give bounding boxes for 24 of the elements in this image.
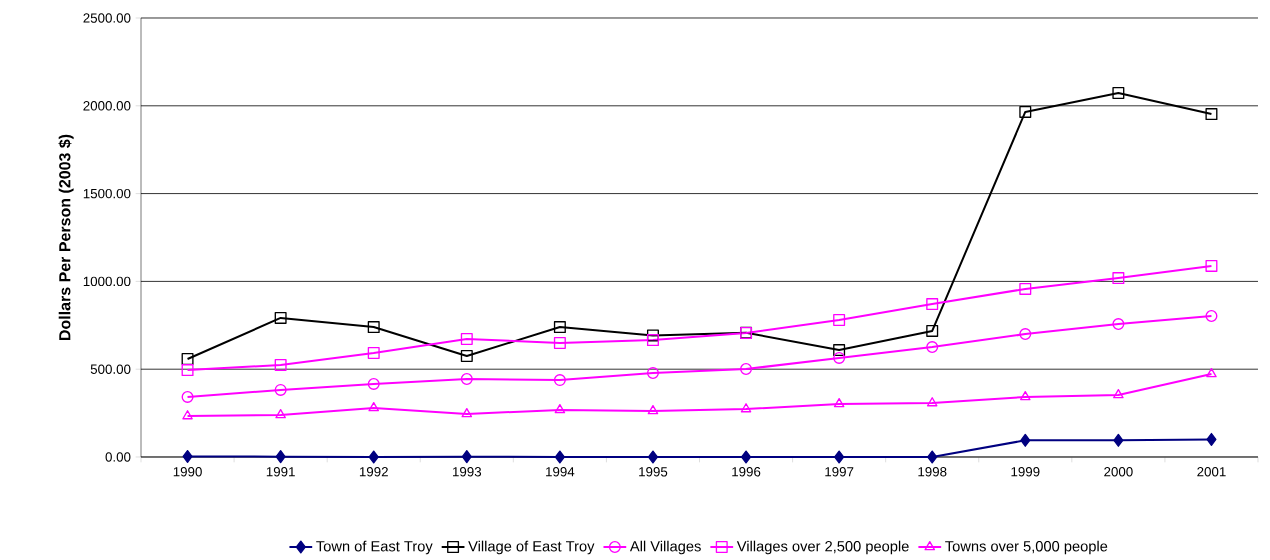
x-tick-label: 1994 [546,467,575,477]
y-tick-label: 2500.00 [83,13,131,23]
legend-label: Villages over 2,500 people [736,540,909,555]
legend-label: Towns over 5,000 people [945,540,1108,555]
y-axis-title: Dollars Per Person (2003 $) [58,134,74,341]
x-tick-label: 1998 [918,467,947,477]
x-tick-label: 1996 [732,467,761,477]
y-tick-label: 1000.00 [83,276,131,287]
x-tick-label: 1993 [452,467,482,477]
x-tick-label: 1992 [359,467,388,477]
x-tick-label: 2001 [1197,467,1226,477]
legend-label: Town of East Troy [316,540,433,555]
y-tick-label: 2000.00 [83,101,131,111]
y-tick-label: 1500.00 [83,188,131,199]
x-tick-label: 2000 [1104,467,1133,477]
x-tick-label: 1999 [1011,467,1040,477]
x-tick-label: 1997 [825,467,854,477]
y-tick-label: 0.00 [105,452,131,462]
legend-label: Village of East Troy [468,540,595,555]
y-tick-label: 500.00 [90,364,131,374]
x-tick-label: 1990 [173,467,202,477]
legend-label: All Villages [629,540,701,555]
x-tick-label: 1991 [266,467,295,477]
x-tick-label: 1995 [639,467,668,477]
